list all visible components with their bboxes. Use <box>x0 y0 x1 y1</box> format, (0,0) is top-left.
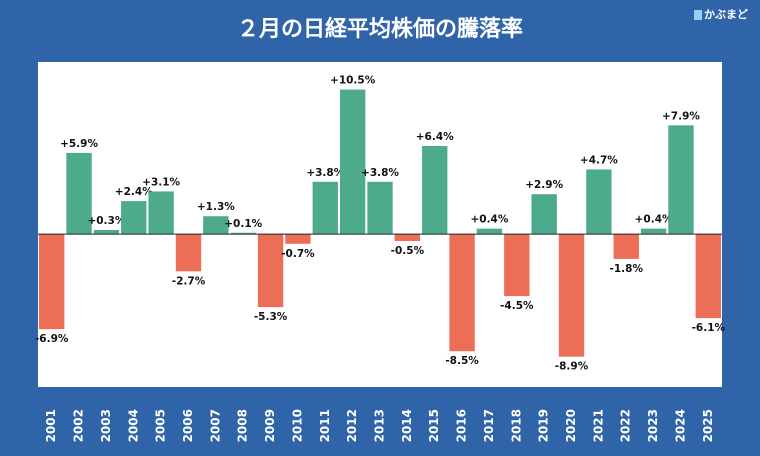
bar <box>93 230 120 235</box>
bar <box>175 234 202 272</box>
x-tick-label: 2025 <box>701 409 715 442</box>
x-tick-label: 2020 <box>564 409 578 442</box>
bar <box>476 228 503 235</box>
data-label: -5.3% <box>254 311 288 323</box>
x-tick-label: 2003 <box>99 409 113 442</box>
bar <box>66 152 92 235</box>
x-tick-label: 2004 <box>126 409 140 442</box>
data-label: -6.9% <box>35 333 69 345</box>
x-tick-label: 2012 <box>345 409 359 442</box>
x-tick-label: 2018 <box>509 409 523 442</box>
data-label: -1.8% <box>609 263 643 275</box>
data-label: -8.5% <box>445 355 479 367</box>
bar <box>121 201 147 235</box>
data-label: +4.7% <box>580 154 618 166</box>
x-tick-label: 2009 <box>263 409 277 442</box>
x-tick-label: 2001 <box>44 409 58 442</box>
data-label: +0.4% <box>470 214 508 226</box>
bar <box>531 194 557 235</box>
bar <box>230 232 256 235</box>
data-label: -4.5% <box>500 300 534 312</box>
data-label: +5.9% <box>60 138 98 150</box>
data-label: +7.9% <box>662 110 700 122</box>
bar <box>312 181 338 235</box>
data-label: +0.4% <box>635 214 673 226</box>
brand: かぶまど <box>704 8 748 21</box>
bar <box>695 234 721 319</box>
bar <box>148 191 174 235</box>
x-tick-label: 2005 <box>154 409 168 442</box>
x-tick-label: 2019 <box>537 409 551 442</box>
x-tick-label: 2024 <box>673 409 687 442</box>
bar <box>203 216 229 235</box>
data-label: +0.3% <box>87 215 125 227</box>
bar <box>285 234 311 244</box>
brand-icon <box>694 10 702 20</box>
x-tick-label: 2011 <box>318 409 332 442</box>
x-tick-label: 2016 <box>455 409 469 442</box>
x-tick-label: 2015 <box>427 409 441 442</box>
data-label: +3.1% <box>142 176 180 188</box>
x-tick-label: 2023 <box>646 409 660 442</box>
x-tick-label: 2010 <box>290 409 304 442</box>
x-tick-label: 2007 <box>208 409 222 442</box>
bar <box>668 125 694 235</box>
data-label: +2.9% <box>525 179 563 191</box>
data-label: +6.4% <box>416 131 454 143</box>
x-tick-label: 2022 <box>619 409 633 442</box>
bar <box>394 234 421 242</box>
bar <box>449 234 475 352</box>
x-tick-label: 2013 <box>373 409 387 442</box>
data-label: -2.7% <box>172 275 206 287</box>
bar <box>339 89 366 235</box>
data-label: +1.3% <box>197 201 235 213</box>
bar <box>39 234 65 330</box>
data-label: +3.8% <box>306 167 344 179</box>
x-tick-label: 2006 <box>181 409 195 442</box>
bar <box>367 181 393 235</box>
bar <box>257 234 284 308</box>
bar <box>558 234 585 357</box>
bar <box>504 234 530 297</box>
chart-title: ２月の日経平均株価の騰落率 <box>237 16 523 42</box>
data-label: -0.5% <box>391 245 425 257</box>
x-tick-label: 2021 <box>591 409 605 442</box>
x-tick-label: 2002 <box>72 409 86 442</box>
data-label: +2.4% <box>115 186 153 198</box>
x-tick-label: 2014 <box>400 409 414 442</box>
data-label: +3.8% <box>361 167 399 179</box>
bar <box>613 234 639 259</box>
data-label: +0.1% <box>224 218 262 230</box>
data-label: -8.9% <box>555 361 589 373</box>
x-tick-label: 2017 <box>482 409 496 442</box>
data-label: +10.5% <box>330 75 376 87</box>
x-tick-label: 2008 <box>236 409 250 442</box>
bar <box>422 146 448 235</box>
bar <box>586 169 612 235</box>
bar <box>640 228 667 235</box>
data-label: -0.7% <box>281 248 315 260</box>
data-label: -6.1% <box>692 322 726 334</box>
